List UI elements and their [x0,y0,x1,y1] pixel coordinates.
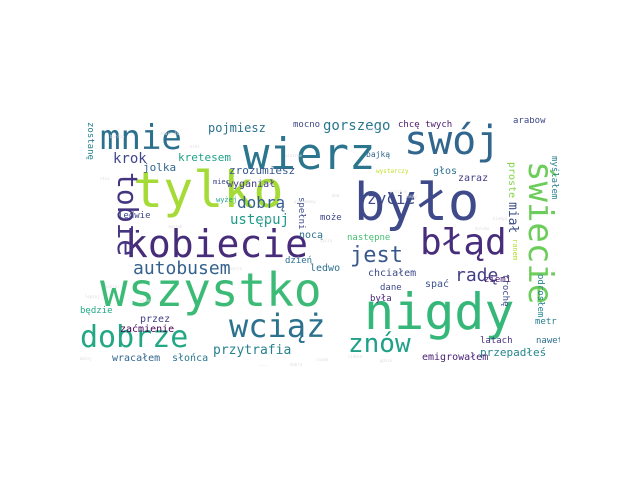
cloud-word: wyżej [216,196,238,204]
cloud-word: jolka [143,161,177,174]
cloud-word: głos [433,166,458,177]
cloud-word: gorszego [323,118,391,134]
cloud-word: ciebie [348,354,363,359]
cloud-word: arabów [513,117,546,126]
cloud-word: błąd [420,222,507,263]
cloud-word: wiem [140,298,150,303]
cloud-word: trochę [500,274,510,307]
cloud-word: dobra [290,362,303,367]
cloud-word: gdzie [380,358,393,363]
cloud-word: chciałem [368,268,417,279]
cloud-word: myślałem [549,156,559,200]
cloud-word: życie [367,189,416,208]
cloud-word: swój [404,118,501,164]
cloud-word: zaćmienie [120,324,175,335]
cloud-word: nigdy [364,283,515,341]
cloud-word: zdarzyło [160,131,180,136]
cloud-word: potrzebny [294,199,316,204]
cloud-word: koniec [105,284,120,289]
cloud-word: wrócę [260,216,273,221]
cloud-word: wciąż [229,307,326,345]
cloud-word: kretesem [178,151,231,164]
cloud-word: wszystko [100,263,322,317]
cloud-word: ledwie [118,211,151,221]
cloud-word: radę [455,265,499,286]
cloud-word: bardzo [110,134,125,139]
cloud-word: dobrze [80,320,189,355]
cloud-word: metr [535,317,557,327]
cloud-word: kobiecie [125,222,309,266]
cloud-word: odrosłem [535,274,545,318]
cloud-word: spać [425,279,450,290]
cloud-word: wierz [243,129,376,180]
cloud-word: kiedyś [493,216,508,221]
cloud-word: nocą [299,230,324,241]
cloud-word: ustępuj [230,212,290,228]
cloud-word: latach [480,336,513,346]
cloud-word: dobrą [237,193,286,212]
cloud-word: pojmiesz [208,121,266,135]
word-cloud: było nigdy wszystko kobiecie tylko wierz swój b… [80,117,560,366]
cloud-word: przepadłeś [480,346,547,359]
cloud-word: była [370,294,392,304]
cloud-word: jakby [405,194,418,199]
cloud-word: daleko [475,226,490,231]
cloud-word: jest [350,243,403,268]
cloud-word: emigrowałem [422,352,489,363]
cloud-word: lepiej [85,294,100,299]
cloud-word: zaraz [458,173,489,184]
cloud-word: następne [347,233,391,243]
cloud-word: smutek [168,224,183,229]
cloud-word: czas [258,365,268,367]
cloud-word: razem [316,357,329,362]
cloud-word: ranem [511,239,519,261]
cloud-word: zostanę [85,122,95,160]
cloud-word: mnie [100,118,182,158]
cloud-word: nikt [190,144,200,149]
cloud-word: życia [320,238,333,243]
cloud-word: będzie [80,306,113,316]
cloud-word: krok [113,151,147,167]
cloud-word: było [354,173,480,233]
cloud-word: autobusem [133,258,231,279]
cloud-word: wystarczy [376,168,409,175]
cloud-word: mocno [293,120,321,130]
cloud-word: cicho [365,127,378,132]
cloud-word: ledwo [310,263,341,274]
cloud-word: przytrafia [213,343,292,358]
cloud-word: bajką [366,150,391,159]
cloud-word: chcę twych [398,120,453,130]
cloud-word: dom [332,193,340,198]
cloud-word: miał [505,202,520,234]
cloud-word: słońca [172,353,209,364]
cloud-word: znów [348,329,411,359]
cloud-word: przez [140,314,171,325]
cloud-word: zrozumiesz [229,164,296,177]
cloud-word: ziemi [484,275,512,285]
cloud-word: tylko [133,161,284,219]
cloud-word: dane [380,283,402,293]
cloud-word: przykro [390,189,407,194]
cloud-word: wracałem [112,353,161,364]
cloud-word: stoi [100,176,110,181]
cloud-word: serca [230,266,243,271]
cloud-word: nawet [536,336,560,346]
cloud-word: dzień [285,256,313,266]
cloud-word: proste [506,162,517,199]
cloud-word: wiatrem [285,153,302,158]
cloud-word: wyganiał [227,179,276,190]
cloud-word: dalej [80,356,93,361]
cloud-word: może [320,213,342,223]
cloud-word: miec [213,178,230,186]
